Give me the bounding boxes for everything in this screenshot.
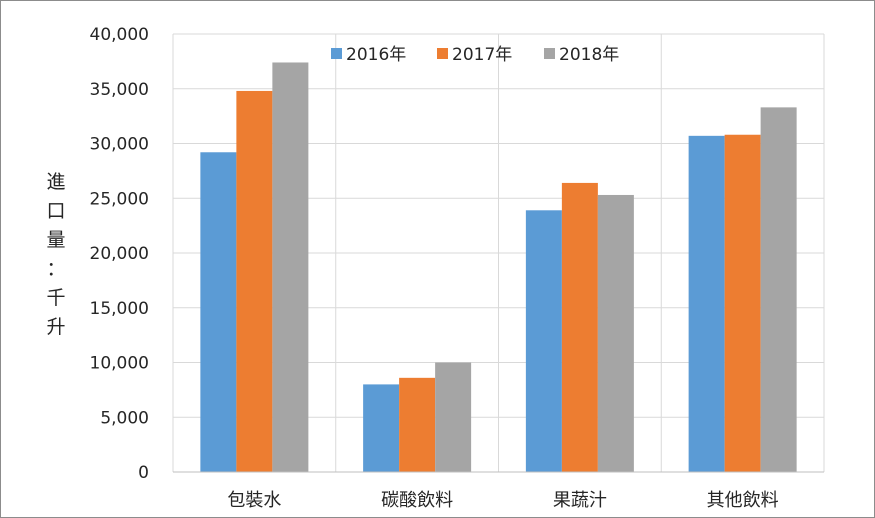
bar — [688, 135, 725, 472]
bar — [272, 62, 309, 472]
bar — [435, 362, 472, 472]
legend-swatch — [544, 48, 555, 59]
legend-swatch — [437, 48, 448, 59]
bars — [200, 62, 797, 473]
bar — [724, 134, 761, 473]
y-tick-label: 30,000 — [90, 135, 149, 155]
x-tick-label: 包裝水 — [227, 490, 281, 511]
bar — [236, 90, 273, 472]
y-tick-label: 10,000 — [90, 354, 149, 374]
bar — [200, 152, 237, 472]
axes: 0 5,000 10,000 15,000 20,000 25,000 30,000 35,0… — [90, 25, 824, 511]
bar — [363, 384, 400, 472]
legend: 2016年 2017年 2018年 — [331, 45, 619, 65]
y-tick-label: 40,000 — [90, 25, 149, 45]
x-tick-label: 果蔬汁 — [553, 490, 607, 511]
bar — [760, 107, 797, 473]
y-tick-label: 5,000 — [100, 408, 149, 428]
y-tick-label: 20,000 — [90, 244, 149, 264]
x-tick-label: 碳酸飲料 — [381, 490, 453, 511]
legend-label: 2018年 — [559, 45, 619, 65]
y-tick-label: 25,000 — [90, 189, 149, 209]
y-tick-label: 15,000 — [90, 299, 149, 319]
bar — [597, 194, 634, 472]
x-tick-label: 其他飲料 — [707, 490, 779, 511]
legend-label: 2017年 — [452, 45, 512, 65]
y-axis-label: 進口量：千升 — [46, 171, 65, 338]
legend-label: 2016年 — [346, 45, 406, 65]
bar — [525, 210, 562, 473]
bar — [399, 377, 436, 472]
bar — [561, 182, 598, 473]
y-tick-label: 35,000 — [90, 80, 149, 100]
y-tick-label: 0 — [138, 463, 149, 483]
legend-swatch — [331, 48, 342, 59]
